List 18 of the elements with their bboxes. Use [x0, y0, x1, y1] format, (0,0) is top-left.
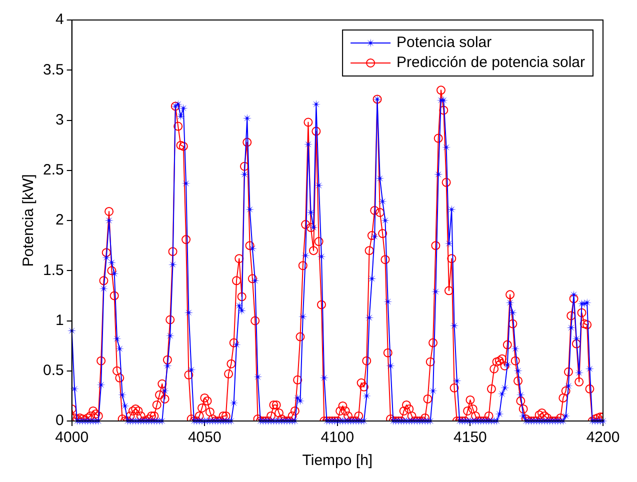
y-tick-label: 4 — [56, 11, 64, 28]
x-tick-label: 4000 — [55, 429, 89, 446]
y-axis-title: Potencia [kW] — [20, 174, 38, 267]
y-tick-label: 2 — [56, 212, 64, 229]
legend-label: Predicción de potencia solar — [396, 54, 586, 72]
x-tick-label: 4200 — [586, 429, 620, 446]
y-tick-label: 0.5 — [42, 362, 64, 380]
x-tick-label: 4150 — [454, 429, 487, 446]
y-tick-label: 3.5 — [42, 61, 64, 78]
y-tick-label: 0 — [56, 412, 64, 430]
y-tick-label: 2.5 — [42, 162, 64, 179]
y-tick-label: 1.5 — [42, 262, 64, 279]
x-axis-title: Tiempo [h] — [302, 452, 373, 470]
x-tick-label: 4050 — [188, 429, 222, 446]
legend-label: Potencia solar — [396, 34, 492, 52]
y-tick-label: 1 — [56, 312, 64, 329]
y-tick-label: 3 — [56, 111, 64, 128]
x-tick-label: 4100 — [320, 429, 354, 446]
